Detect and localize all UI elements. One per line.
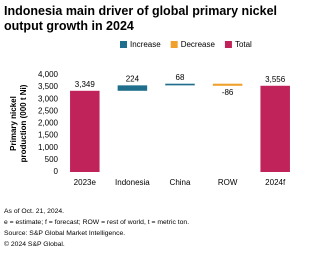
footnote: e = estimate; f = forecast; ROW = rest o… — [4, 219, 190, 226]
chart: Increase Decrease Total 0 500 1,000 1,500 2,000… — [9, 40, 290, 187]
y-tick-label: 1,000 — [38, 143, 59, 152]
data-label: -86 — [222, 88, 234, 97]
bar — [70, 90, 100, 172]
footnote: Source: S&P Global Market Intelligence. — [4, 230, 126, 237]
y-tick-label: 500 — [45, 155, 59, 164]
y-tick-label: 3,000 — [38, 94, 59, 103]
bar — [165, 83, 195, 86]
data-label: 224 — [126, 74, 140, 83]
y-tick-label: 3,500 — [38, 82, 59, 91]
chart-title: Indonesia main driver of global primary … — [4, 4, 277, 33]
data-label: 3,349 — [75, 80, 96, 89]
bar — [117, 85, 148, 91]
legend-label: Decrease — [181, 40, 216, 49]
x-tick-label: Indonesia — [115, 178, 150, 187]
y-tick-label: 1,500 — [38, 131, 59, 140]
x-tick-label: ROW — [218, 178, 238, 187]
data-label: 68 — [176, 73, 185, 82]
legend-swatch — [120, 41, 127, 48]
legend-label: Total — [235, 40, 252, 49]
y-tick-label: 2,000 — [38, 119, 59, 128]
footnote: As of Oct. 21, 2024. — [4, 208, 65, 215]
x-tick-label: 2023e — [74, 178, 97, 187]
y-axis-label: production (000 t Ni) — [19, 84, 28, 162]
footnotes: As of Oct. 21, 2024. e = estimate; f = f… — [4, 206, 189, 250]
legend-label: Increase — [130, 40, 161, 49]
bar — [260, 85, 290, 172]
footnote: © 2024 S&P Global. — [4, 241, 65, 248]
y-tick-label: 0 — [54, 167, 59, 176]
x-tick-label: 2024f — [265, 178, 286, 187]
y-axis-label: Primary nickel — [9, 96, 18, 151]
legend-swatch — [170, 41, 178, 48]
x-tick-label: China — [170, 178, 191, 187]
y-tick-label: 4,000 — [38, 70, 59, 79]
legend-swatch — [224, 41, 232, 48]
page: Indonesia main driver of global primary … — [4, 4, 290, 250]
data-label: 3,556 — [265, 75, 286, 84]
bar — [212, 83, 243, 86]
y-tick-label: 2,500 — [38, 106, 59, 115]
